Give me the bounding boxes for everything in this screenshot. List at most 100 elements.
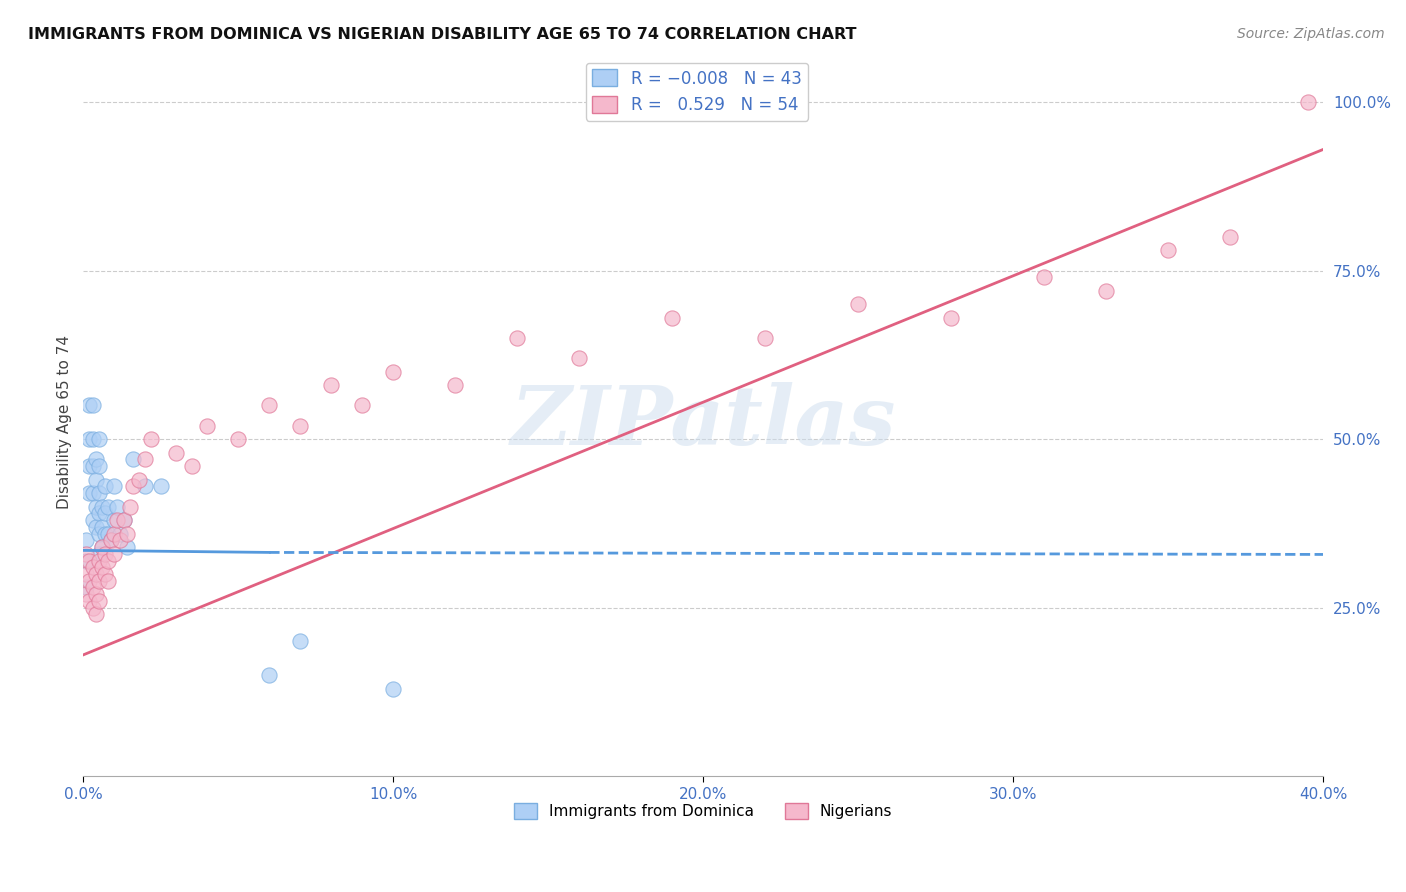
Point bbox=[94, 506, 117, 520]
Point bbox=[87, 432, 110, 446]
Point bbox=[87, 547, 110, 561]
Point bbox=[754, 331, 776, 345]
Point bbox=[506, 331, 529, 345]
Point bbox=[84, 473, 107, 487]
Point bbox=[79, 459, 101, 474]
Point bbox=[87, 459, 110, 474]
Point bbox=[84, 607, 107, 622]
Point bbox=[122, 452, 145, 467]
Point bbox=[100, 533, 122, 548]
Point bbox=[141, 432, 163, 446]
Point bbox=[321, 378, 343, 392]
Point bbox=[115, 526, 138, 541]
Point bbox=[97, 574, 120, 588]
Point bbox=[75, 566, 97, 581]
Point bbox=[79, 553, 101, 567]
Point bbox=[118, 500, 141, 514]
Point bbox=[112, 513, 135, 527]
Point bbox=[1219, 230, 1241, 244]
Point bbox=[290, 634, 312, 648]
Point bbox=[110, 533, 132, 548]
Point bbox=[82, 581, 104, 595]
Point bbox=[1033, 270, 1056, 285]
Point bbox=[84, 520, 107, 534]
Point bbox=[75, 587, 97, 601]
Point bbox=[115, 540, 138, 554]
Point bbox=[82, 432, 104, 446]
Point bbox=[112, 513, 135, 527]
Point bbox=[87, 506, 110, 520]
Point bbox=[165, 445, 187, 459]
Point bbox=[110, 526, 132, 541]
Point bbox=[87, 574, 110, 588]
Point bbox=[84, 566, 107, 581]
Text: Source: ZipAtlas.com: Source: ZipAtlas.com bbox=[1237, 27, 1385, 41]
Point bbox=[103, 547, 125, 561]
Point bbox=[84, 452, 107, 467]
Point bbox=[94, 526, 117, 541]
Point bbox=[128, 473, 150, 487]
Point bbox=[87, 526, 110, 541]
Point bbox=[1095, 284, 1118, 298]
Point bbox=[97, 500, 120, 514]
Point bbox=[290, 418, 312, 433]
Point bbox=[90, 560, 112, 574]
Point bbox=[180, 459, 202, 474]
Point bbox=[103, 479, 125, 493]
Point bbox=[382, 365, 405, 379]
Text: IMMIGRANTS FROM DOMINICA VS NIGERIAN DISABILITY AGE 65 TO 74 CORRELATION CHART: IMMIGRANTS FROM DOMINICA VS NIGERIAN DIS… bbox=[28, 27, 856, 42]
Point bbox=[134, 452, 156, 467]
Point bbox=[568, 351, 591, 366]
Point bbox=[103, 526, 125, 541]
Point bbox=[1296, 95, 1319, 110]
Y-axis label: Disability Age 65 to 74: Disability Age 65 to 74 bbox=[58, 335, 72, 509]
Point bbox=[79, 574, 101, 588]
Point bbox=[90, 540, 112, 554]
Point bbox=[75, 533, 97, 548]
Point bbox=[846, 297, 869, 311]
Point bbox=[1157, 244, 1180, 258]
Point bbox=[79, 594, 101, 608]
Point bbox=[90, 540, 112, 554]
Point bbox=[75, 547, 97, 561]
Point bbox=[94, 479, 117, 493]
Point bbox=[75, 581, 97, 595]
Point bbox=[259, 399, 281, 413]
Text: ZIPatlas: ZIPatlas bbox=[510, 383, 896, 462]
Point bbox=[105, 500, 128, 514]
Point bbox=[100, 533, 122, 548]
Point bbox=[941, 310, 963, 325]
Point bbox=[105, 513, 128, 527]
Point bbox=[149, 479, 172, 493]
Point bbox=[103, 513, 125, 527]
Point bbox=[79, 486, 101, 500]
Point bbox=[382, 681, 405, 696]
Point bbox=[226, 432, 249, 446]
Point bbox=[82, 486, 104, 500]
Point bbox=[90, 500, 112, 514]
Point bbox=[122, 479, 145, 493]
Point bbox=[82, 399, 104, 413]
Point bbox=[84, 500, 107, 514]
Point bbox=[87, 594, 110, 608]
Point bbox=[87, 553, 110, 567]
Point bbox=[82, 560, 104, 574]
Point bbox=[352, 399, 374, 413]
Point bbox=[661, 310, 683, 325]
Legend: Immigrants from Dominica, Nigerians: Immigrants from Dominica, Nigerians bbox=[508, 797, 898, 825]
Point bbox=[75, 553, 97, 567]
Point bbox=[82, 513, 104, 527]
Point bbox=[444, 378, 467, 392]
Point bbox=[195, 418, 218, 433]
Point bbox=[94, 566, 117, 581]
Point bbox=[82, 600, 104, 615]
Point bbox=[97, 526, 120, 541]
Point bbox=[259, 668, 281, 682]
Point bbox=[79, 432, 101, 446]
Point bbox=[97, 553, 120, 567]
Point bbox=[84, 587, 107, 601]
Point bbox=[87, 486, 110, 500]
Point bbox=[94, 547, 117, 561]
Point bbox=[82, 459, 104, 474]
Point bbox=[90, 520, 112, 534]
